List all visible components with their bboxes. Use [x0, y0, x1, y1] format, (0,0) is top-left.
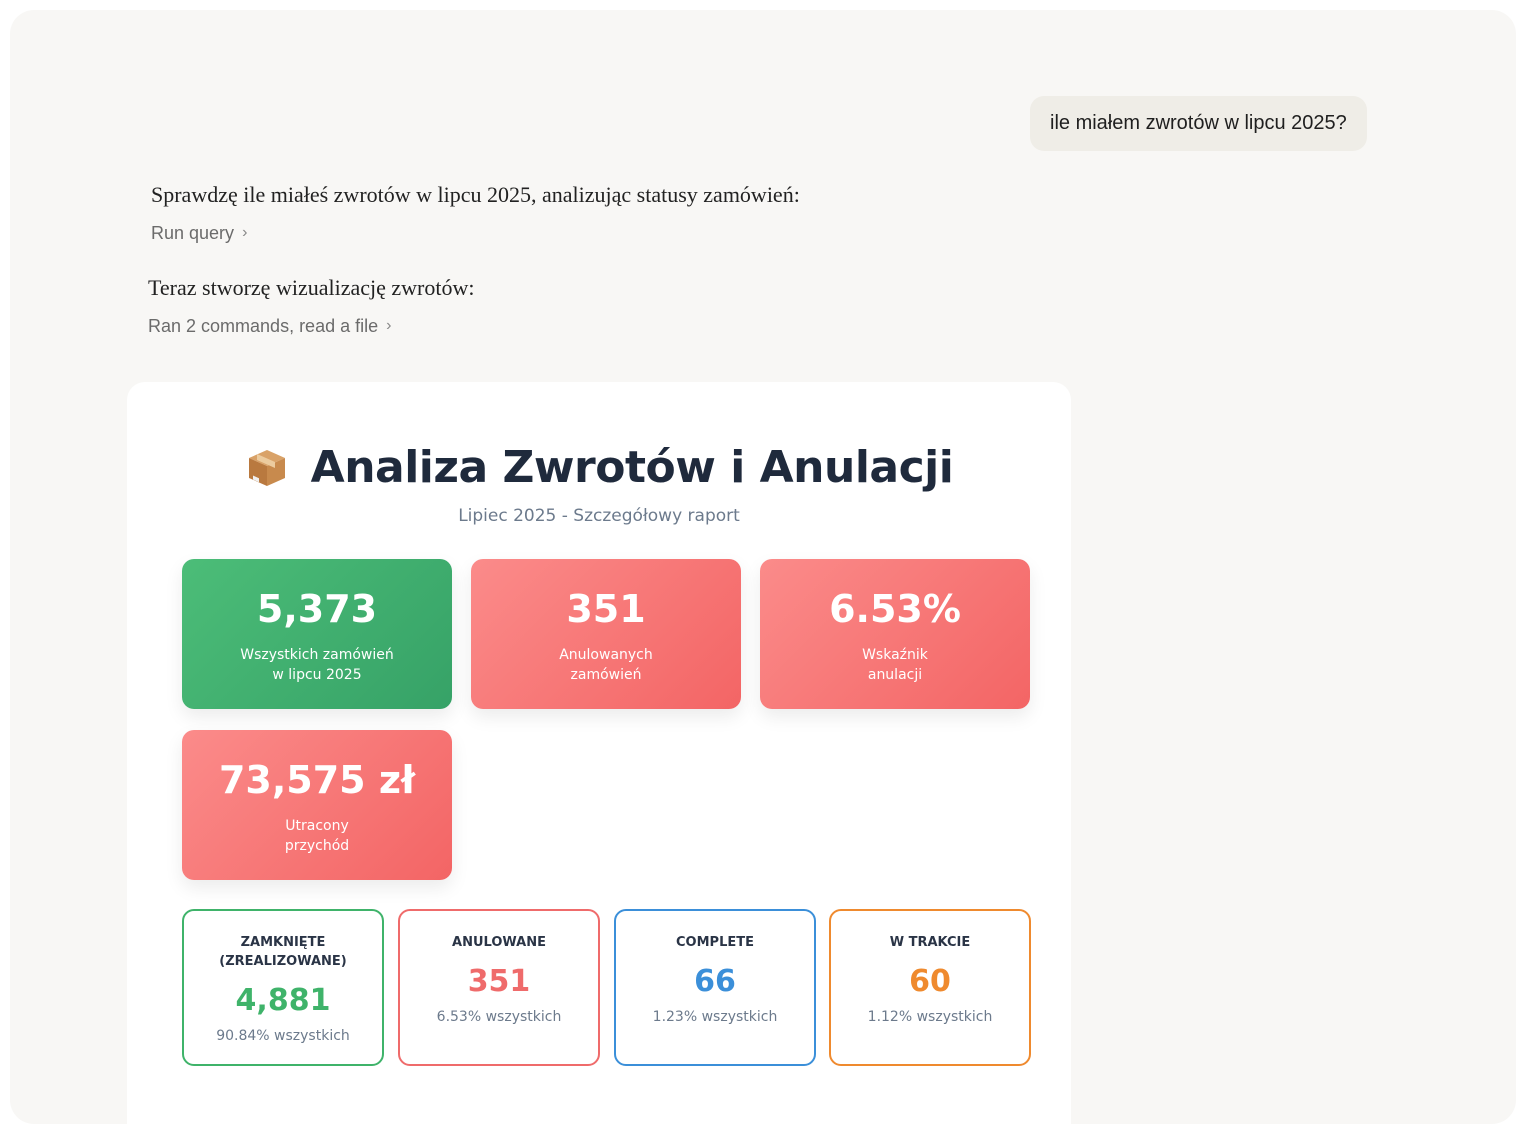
status-percent: 1.12% wszystkich [867, 1009, 993, 1025]
stat-value: 6.53% [829, 587, 961, 631]
commands-toggle[interactable]: Ran 2 commands, read a file › [148, 316, 391, 337]
commands-label: Ran 2 commands, read a file [148, 316, 379, 336]
run-query-toggle[interactable]: Run query › [151, 223, 247, 244]
chevron-right-icon: › [242, 223, 248, 241]
status-value: 351 [467, 964, 531, 999]
chevron-right-icon: › [386, 316, 392, 334]
assistant-message-2: Teraz stworzę wizualizację zwrotów: [148, 275, 475, 300]
status-percent: 6.53% wszystkich [436, 1009, 562, 1025]
package-box-icon [245, 446, 289, 490]
stat-card-total-orders: 5,373 Wszystkich zamówień w lipcu 2025 [182, 559, 452, 709]
assistant-message-1: Sprawdzę ile miałeś zwrotów w lipcu 2025… [151, 182, 800, 207]
status-card-cancelled: ANULOWANE 351 6.53% wszystkich [398, 909, 600, 1066]
stat-label: Anulowanych zamówień [559, 647, 653, 683]
report-title: Analiza Zwrotów i Anulacji [310, 442, 954, 493]
status-label: ZAMKNIĘTE (ZREALIZOWANE) [219, 935, 347, 969]
status-percent: 90.84% wszystkich [216, 1028, 350, 1044]
stat-label: Utracony przychód [284, 818, 350, 854]
status-label: ANULOWANE [452, 935, 546, 950]
status-percent: 1.23% wszystkich [652, 1009, 778, 1025]
stat-card-lost-revenue: 73,575 zł Utracony przychód [182, 730, 452, 880]
chat-window: ile miałem zwrotów w lipcu 2025? Sprawdz… [10, 10, 1516, 1124]
user-message-bubble: ile miałem zwrotów w lipcu 2025? [1030, 96, 1367, 151]
report-header: Analiza Zwrotów i Anulacji [127, 442, 1071, 493]
run-query-label: Run query [151, 223, 235, 243]
status-value: 4,881 [235, 983, 331, 1018]
stat-card-cancelled: 351 Anulowanych zamówień [471, 559, 741, 709]
status-card-complete: COMPLETE 66 1.23% wszystkich [614, 909, 816, 1066]
status-label: COMPLETE [676, 935, 754, 950]
stat-label: Wskaźnik anulacji [862, 647, 928, 683]
status-card-closed: ZAMKNIĘTE (ZREALIZOWANE) 4,881 90.84% wsz… [182, 909, 384, 1066]
status-label: W TRAKCIE [889, 935, 971, 950]
stat-label: Wszystkich zamówień w lipcu 2025 [240, 647, 394, 683]
stat-card-cancel-rate: 6.53% Wskaźnik anulacji [760, 559, 1030, 709]
user-message-text: ile miałem zwrotów w lipcu 2025? [1050, 112, 1347, 134]
stat-value: 73,575 zł [218, 758, 416, 802]
status-value: 66 [694, 964, 736, 999]
status-card-in-progress: W TRAKCIE 60 1.12% wszystkich [829, 909, 1031, 1066]
report-subtitle: Lipiec 2025 - Szczegółowy raport [458, 506, 740, 526]
report-artifact-card: Analiza Zwrotów i Anulacji Lipiec 2025 -… [127, 382, 1071, 1124]
stat-value: 5,373 [256, 587, 378, 631]
stat-value: 351 [566, 587, 646, 631]
status-value: 60 [909, 964, 951, 999]
